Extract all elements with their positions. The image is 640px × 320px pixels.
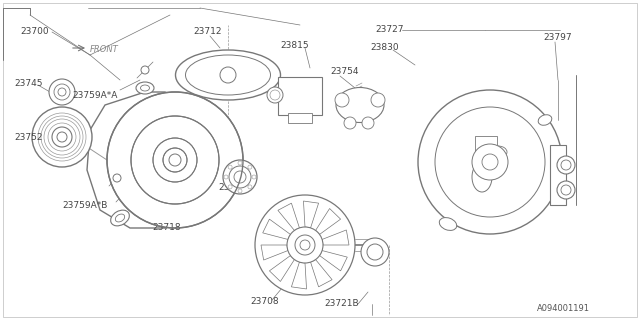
Circle shape	[371, 93, 385, 107]
Circle shape	[49, 79, 75, 105]
Text: 23759A*A: 23759A*A	[72, 91, 117, 100]
Ellipse shape	[538, 115, 552, 125]
Text: 23759A*B: 23759A*B	[62, 201, 108, 210]
Circle shape	[32, 107, 92, 167]
Circle shape	[54, 84, 70, 100]
Circle shape	[267, 87, 283, 103]
Bar	[550, 145, 566, 205]
Text: A094001191: A094001191	[537, 304, 590, 313]
Circle shape	[153, 138, 197, 182]
Circle shape	[229, 166, 251, 188]
Circle shape	[238, 189, 242, 193]
Text: 23712: 23712	[193, 28, 221, 36]
Circle shape	[435, 107, 545, 217]
Circle shape	[220, 67, 236, 83]
Polygon shape	[262, 219, 291, 239]
Circle shape	[335, 93, 349, 107]
Circle shape	[362, 117, 374, 129]
Polygon shape	[261, 245, 288, 260]
Circle shape	[248, 165, 252, 169]
Circle shape	[163, 148, 187, 172]
Polygon shape	[269, 256, 294, 282]
Ellipse shape	[136, 82, 154, 94]
Text: 23754: 23754	[330, 68, 358, 76]
Circle shape	[561, 185, 571, 195]
Text: 23721: 23721	[218, 183, 246, 193]
Circle shape	[472, 144, 508, 180]
Text: 23745: 23745	[14, 78, 42, 87]
Ellipse shape	[472, 162, 492, 192]
Bar	[475, 136, 497, 152]
Text: 23718: 23718	[152, 223, 180, 233]
Circle shape	[169, 154, 181, 166]
Circle shape	[361, 238, 389, 266]
Text: 23727: 23727	[375, 26, 403, 35]
Ellipse shape	[489, 146, 507, 158]
Ellipse shape	[111, 210, 129, 226]
Polygon shape	[319, 251, 348, 271]
Text: 23752: 23752	[14, 132, 42, 141]
Circle shape	[252, 175, 256, 179]
Circle shape	[300, 240, 310, 250]
Bar	[278, 77, 322, 115]
Circle shape	[557, 181, 575, 199]
Circle shape	[223, 160, 257, 194]
Text: 23797: 23797	[543, 34, 572, 43]
Text: 23830: 23830	[370, 44, 399, 52]
Polygon shape	[291, 262, 307, 289]
Circle shape	[57, 132, 67, 142]
Circle shape	[367, 244, 383, 260]
Text: FRONT: FRONT	[90, 45, 119, 54]
Circle shape	[561, 160, 571, 170]
Polygon shape	[316, 209, 340, 235]
Circle shape	[228, 165, 232, 169]
Circle shape	[234, 171, 246, 183]
Circle shape	[295, 235, 315, 255]
Circle shape	[224, 175, 228, 179]
Circle shape	[344, 117, 356, 129]
Text: 23708: 23708	[250, 298, 278, 307]
Text: 23721B: 23721B	[324, 300, 358, 308]
Circle shape	[228, 185, 232, 189]
Polygon shape	[322, 230, 349, 245]
Circle shape	[58, 88, 66, 96]
Polygon shape	[278, 203, 300, 230]
Circle shape	[107, 92, 243, 228]
Circle shape	[113, 174, 121, 182]
Circle shape	[270, 90, 280, 100]
Circle shape	[131, 116, 219, 204]
Circle shape	[248, 185, 252, 189]
Bar	[288, 113, 312, 123]
Polygon shape	[303, 201, 319, 228]
Polygon shape	[310, 260, 332, 287]
Circle shape	[287, 227, 323, 263]
Ellipse shape	[186, 55, 271, 95]
Circle shape	[238, 161, 242, 165]
Ellipse shape	[439, 218, 457, 230]
Text: 23815: 23815	[280, 41, 308, 50]
Circle shape	[418, 90, 562, 234]
Circle shape	[52, 127, 72, 147]
Circle shape	[557, 156, 575, 174]
Circle shape	[482, 154, 498, 170]
Ellipse shape	[141, 85, 150, 91]
Circle shape	[255, 195, 355, 295]
Circle shape	[141, 66, 149, 74]
Polygon shape	[87, 92, 205, 228]
Ellipse shape	[336, 87, 384, 123]
Ellipse shape	[175, 50, 280, 100]
Text: 23700: 23700	[20, 28, 49, 36]
Ellipse shape	[115, 214, 125, 222]
